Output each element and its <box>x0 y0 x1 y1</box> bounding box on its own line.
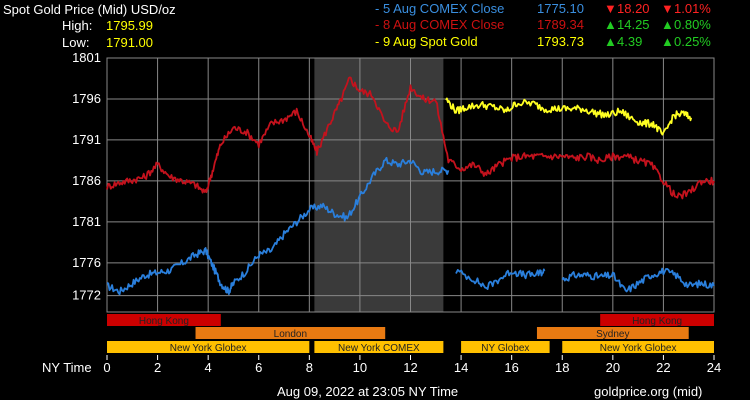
session-label: Hong Kong <box>139 316 189 327</box>
session-label: New York Globex <box>600 343 677 354</box>
legend-change-5aug: 18.20 <box>617 1 650 16</box>
session-band <box>461 341 550 353</box>
session-band <box>536 327 689 339</box>
source-credit: goldprice.org (mid) <box>594 384 703 399</box>
legend-price-9aug: 1793.73 <box>537 34 584 49</box>
legend-pct-5aug: 1.01% <box>674 1 711 16</box>
session-label: NY Globex <box>481 343 529 354</box>
y-tick-label: 1776 <box>72 255 101 270</box>
timestamp: Aug 09, 2022 at 23:05 NY Time <box>277 384 459 399</box>
x-tick-label: 20 <box>606 360 620 375</box>
x-tick-label: 4 <box>205 360 212 375</box>
y-tick-label: 1786 <box>72 173 101 188</box>
legend-arrow-5aug: ▼ <box>604 1 617 16</box>
x-tick-label: 2 <box>154 360 161 375</box>
legend-price-5aug: 1775.10 <box>537 1 584 16</box>
ny-time-label: NY Time <box>42 360 92 375</box>
legend-pct-arrow-8aug: ▲ <box>661 17 674 32</box>
x-tick-label: 16 <box>504 360 518 375</box>
series-line-5-aug-comex-close <box>455 268 546 291</box>
session-label: London <box>274 329 307 340</box>
x-tick-label: 12 <box>403 360 417 375</box>
legend-pct-arrow-9aug: ▲ <box>661 34 674 49</box>
session-label: Hong Kong <box>632 316 682 327</box>
legend-label-9aug: - 9 Aug Spot Gold <box>375 34 478 49</box>
chart-title: Spot Gold Price (Mid) USD/oz <box>3 2 176 17</box>
x-tick-label: 22 <box>656 360 670 375</box>
y-tick-label: 1781 <box>72 214 101 229</box>
session-band <box>107 341 310 353</box>
session-band <box>562 341 714 353</box>
session-label: New York COMEX <box>338 343 420 354</box>
series-line-8-aug-comex-close <box>106 76 715 200</box>
x-tick-label: 6 <box>255 360 262 375</box>
low-label: Low: <box>62 35 90 50</box>
low-value: 1791.00 <box>106 35 153 50</box>
legend-price-8aug: 1789.34 <box>537 17 584 32</box>
high-label: High: <box>62 18 93 33</box>
x-tick-label: 14 <box>454 360 468 375</box>
y-tick-label: 1801 <box>72 50 101 65</box>
y-tick-label: 1791 <box>72 132 101 147</box>
legend-label-8aug: - 8 Aug COMEX Close <box>375 17 505 32</box>
session-band <box>195 327 386 339</box>
legend-pct-8aug: 0.80% <box>674 17 711 32</box>
series-line-5-aug-comex-close <box>561 267 715 293</box>
x-tick-label: 18 <box>555 360 569 375</box>
legend-arrow-8aug: ▲ <box>604 17 617 32</box>
plot-border <box>106 57 715 313</box>
x-tick-label: 0 <box>103 360 110 375</box>
legend-label-5aug: - 5 Aug COMEX Close <box>375 1 505 16</box>
legend-arrow-9aug: ▲ <box>604 34 617 49</box>
session-label: Sydney <box>596 329 629 340</box>
legend-change-8aug: 14.25 <box>617 17 650 32</box>
session-band <box>314 341 444 353</box>
session-band <box>600 314 714 326</box>
y-tick-label: 1772 <box>72 288 101 303</box>
legend-pct-arrow-5aug: ▼ <box>661 1 674 16</box>
x-tick-label: 10 <box>353 360 367 375</box>
comex-session-shade <box>314 58 444 312</box>
x-tick-label: 24 <box>707 360 721 375</box>
y-tick-label: 1796 <box>72 91 101 106</box>
session-band <box>107 314 221 326</box>
x-tick-label: 8 <box>306 360 313 375</box>
series-line-9-aug-spot-gold <box>445 97 693 136</box>
legend-pct-9aug: 0.25% <box>674 34 711 49</box>
high-value: 1795.99 <box>106 18 153 33</box>
series-line-5-aug-comex-close <box>106 156 450 296</box>
legend-change-9aug: 4.39 <box>617 34 643 49</box>
session-label: New York Globex <box>170 343 247 354</box>
